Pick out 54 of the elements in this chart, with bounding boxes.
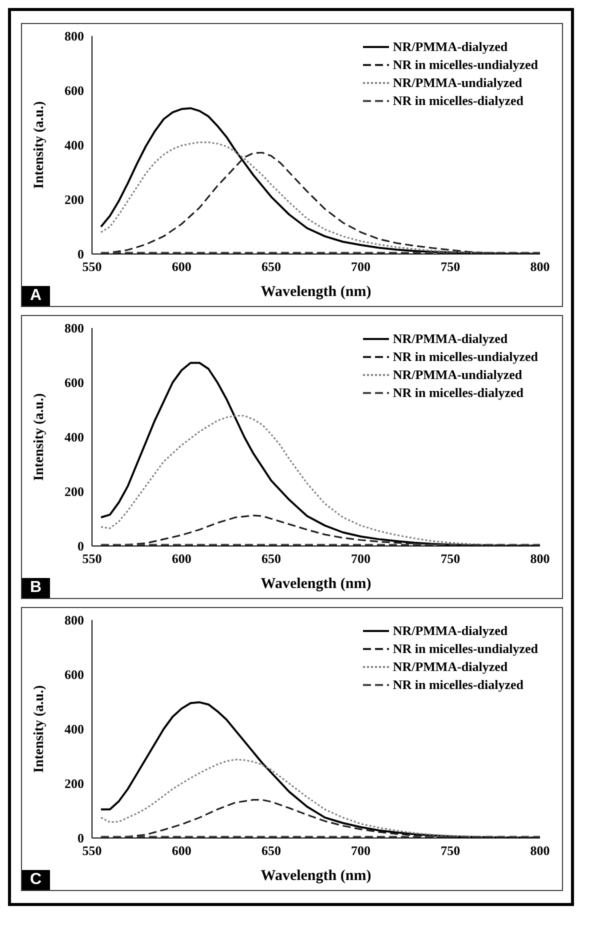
legend-label: NR/PMMA-undialyzed [392, 74, 522, 92]
x-tick-label: 600 [172, 843, 192, 858]
legend-label: NR in micelles-dialyzed [392, 92, 524, 110]
y-axis-title: Intensity (a.u.) [32, 100, 47, 189]
x-tick-label: 700 [351, 259, 371, 274]
y-tick-label: 0 [78, 246, 84, 262]
y-tick-label: 400 [64, 430, 84, 445]
x-tick-label: 800 [530, 259, 550, 274]
legend-label: NR in micelles-dialyzed [392, 676, 524, 694]
y-tick-label: 600 [64, 83, 84, 98]
x-tick-label: 700 [351, 843, 371, 858]
x-tick-label: 700 [351, 551, 371, 566]
y-tick-label: 200 [64, 192, 84, 208]
x-axis-title: Wavelength (nm) [260, 868, 372, 884]
text: B [22, 578, 50, 598]
y-tick-label: 800 [64, 612, 84, 628]
x-tick-label: 550 [82, 551, 102, 566]
legend-label: NR/PMMA-dialyzed [392, 330, 508, 348]
x-tick-label: 600 [172, 259, 192, 274]
x-tick-label: 750 [440, 843, 460, 858]
legend-label: NR in micelles-undialyzed [392, 640, 538, 658]
x-tick-label: 650 [261, 259, 281, 274]
y-tick-label: 600 [64, 667, 84, 682]
y-tick-label: 0 [78, 538, 84, 554]
legend-label: NR/PMMA-dialyzed [392, 622, 508, 640]
x-tick-label: 550 [82, 843, 102, 858]
y-tick-label: 200 [64, 776, 84, 792]
y-axis-title: Intensity (a.u.) [32, 684, 47, 773]
legend-label: NR/PMMA-dialyzed [392, 38, 508, 56]
x-tick-label: 750 [440, 551, 460, 566]
y-axis-title: Intensity (a.u.) [32, 392, 47, 481]
x-tick-label: 650 [261, 843, 281, 858]
y-tick-label: 800 [64, 28, 84, 44]
legend-label: NR in micelles-undialyzed [392, 56, 538, 74]
x-tick-label: 550 [82, 259, 102, 274]
x-tick-label: 600 [172, 551, 192, 566]
legend-label: NR in micelles-undialyzed [392, 348, 538, 366]
y-tick-label: 0 [78, 830, 84, 846]
y-tick-label: 400 [64, 138, 84, 153]
x-axis-title: Wavelength (nm) [260, 576, 372, 592]
legend-label: NR/PMMA-undialyzed [392, 366, 522, 384]
x-tick-label: 750 [440, 259, 460, 274]
y-tick-label: 600 [64, 375, 84, 390]
text: A [22, 286, 50, 306]
x-tick-label: 800 [530, 843, 550, 858]
text: C [22, 870, 50, 890]
x-tick-label: 800 [530, 551, 550, 566]
legend-label: NR in micelles-dialyzed [392, 384, 524, 402]
x-axis-title: Wavelength (nm) [260, 284, 372, 300]
x-tick-label: 650 [261, 551, 281, 566]
y-tick-label: 200 [64, 484, 84, 500]
legend-label: NR/PMMA-dialyzed [392, 658, 508, 676]
y-tick-label: 400 [64, 722, 84, 737]
y-tick-label: 800 [64, 320, 84, 336]
